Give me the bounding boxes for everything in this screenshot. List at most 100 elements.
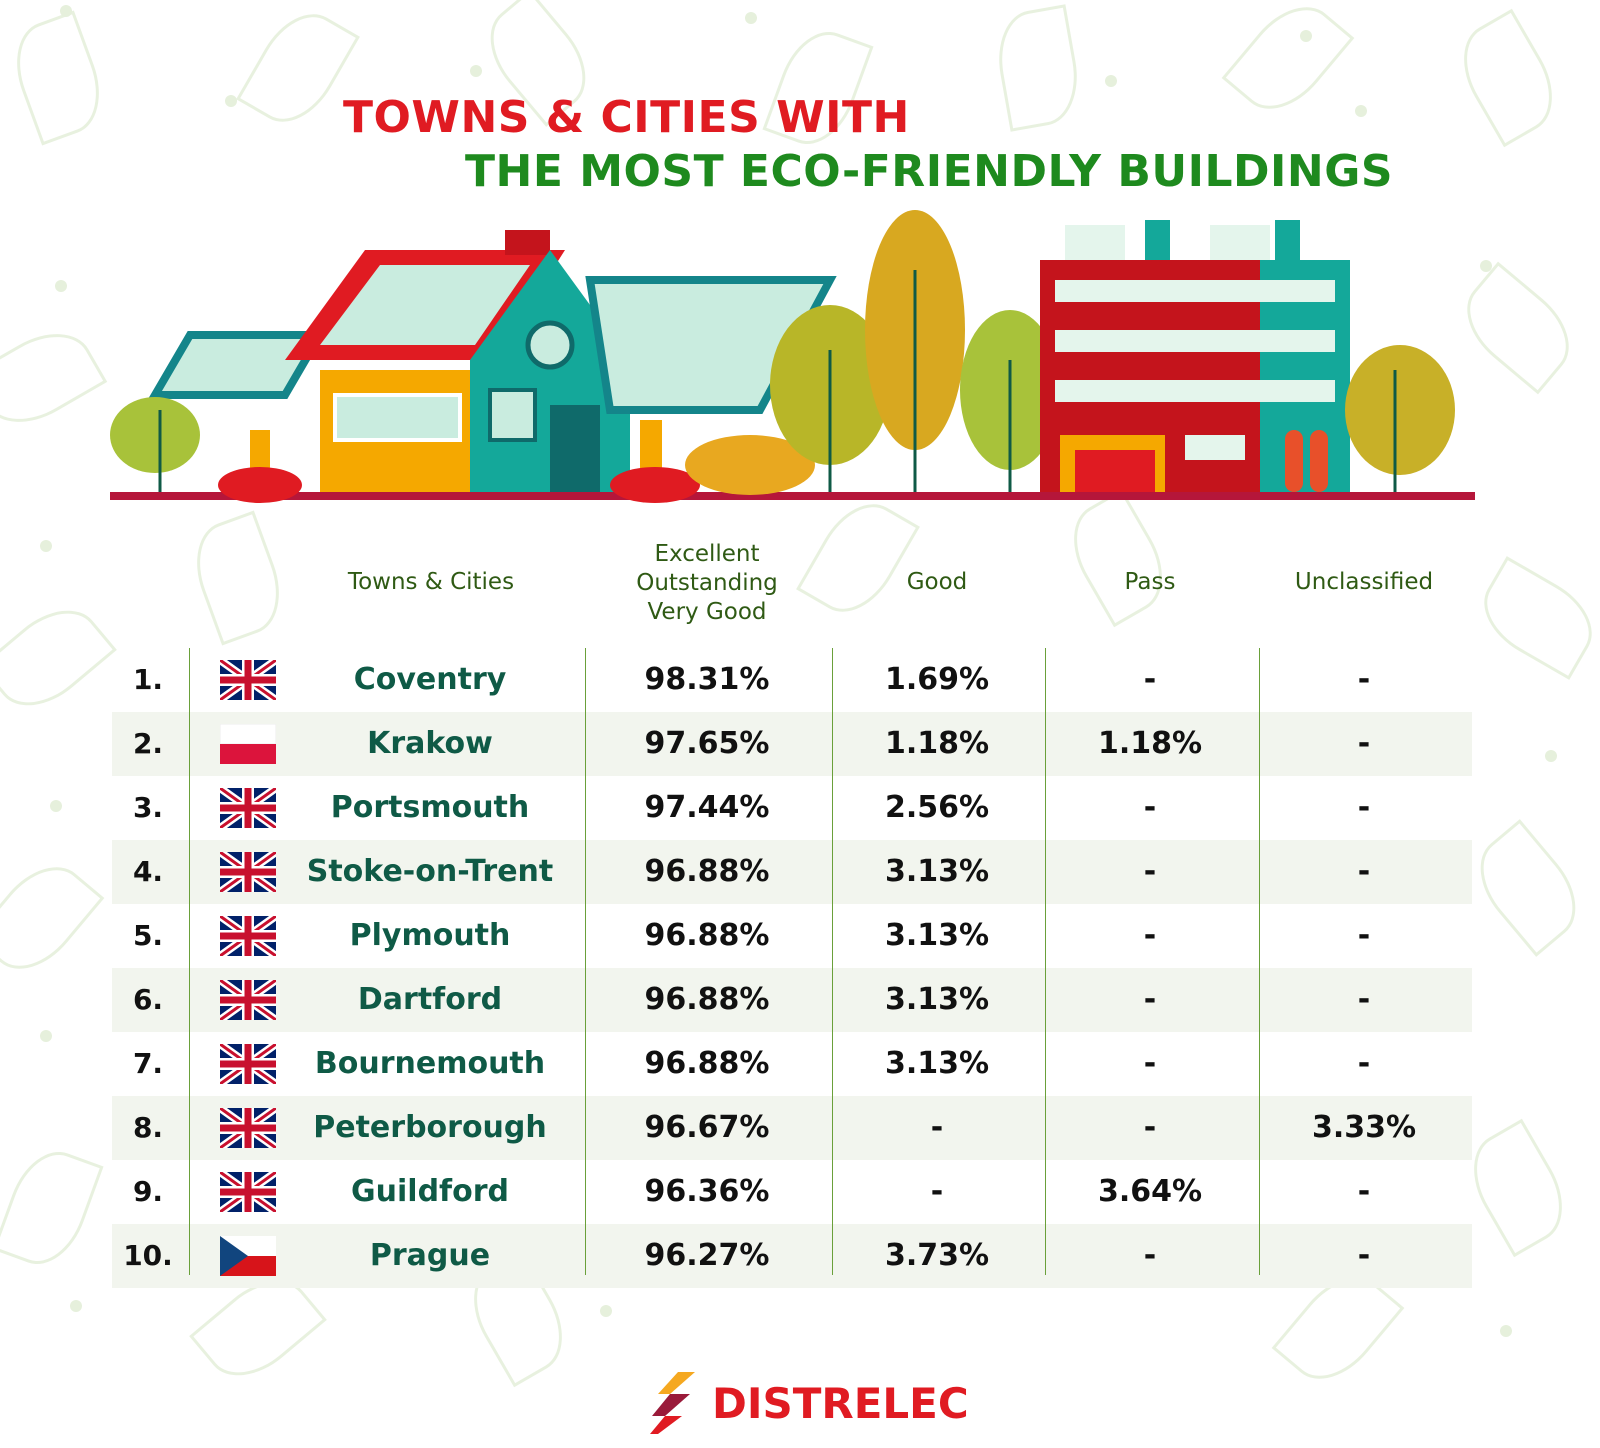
table-row: 5. Plymouth 96.88% 3.13% - -: [112, 904, 1472, 968]
cell-pass: -: [1143, 918, 1157, 953]
cell-unclassified: -: [1357, 1174, 1371, 1209]
cell-pass: -: [1143, 662, 1157, 697]
header-excellent: Excellent Outstanding Very Good: [636, 540, 778, 627]
distrelec-logo: DISTRELEC: [650, 1372, 969, 1434]
cell-city: Portsmouth: [330, 790, 530, 825]
cell-city: Bournemouth: [314, 1046, 546, 1081]
cell-good: 1.18%: [884, 726, 990, 761]
title-line-2: THE MOST ECO-FRIENDLY BUILDINGS: [465, 146, 1394, 197]
cell-city: Dartford: [357, 982, 503, 1017]
rankings-table: 1. Coventry 98.31% 1.69% - - 2. Krakow 97.65% 1.1…: [112, 648, 1472, 1288]
dot-decoration: [60, 5, 72, 17]
cell-good: 3.13%: [884, 982, 990, 1017]
leaf-decoration: [0, 1140, 104, 1276]
leaf-decoration: [1446, 8, 1570, 148]
cell-city: Prague: [369, 1238, 491, 1273]
cell-city: Stoke-on-Trent: [306, 854, 554, 889]
header-unclassified: Unclassified: [1294, 569, 1434, 595]
cell-unclassified: -: [1357, 854, 1371, 889]
cell-unclassified: -: [1357, 790, 1371, 825]
header-good: Good: [906, 569, 968, 595]
dot-decoration: [1545, 750, 1557, 762]
cell-unclassified: -: [1357, 982, 1371, 1017]
flag-uk-icon: [217, 1168, 279, 1216]
dot-decoration: [70, 1300, 82, 1312]
cell-city: Krakow: [367, 726, 493, 761]
leaf-decoration: [1468, 556, 1600, 680]
flag-uk-icon: [217, 1104, 279, 1152]
header-towns-cities: Towns & Cities: [347, 569, 515, 595]
column-divider: [832, 648, 833, 1275]
flag-uk-icon: [217, 656, 279, 704]
cell-rank: 2.: [132, 727, 164, 760]
cell-pass: -: [1143, 1238, 1157, 1273]
cell-city: Coventry: [353, 662, 507, 697]
cell-rank: 3.: [132, 791, 164, 824]
title-line-1: TOWNS & CITIES WITH: [343, 92, 910, 143]
dot-decoration: [470, 65, 482, 77]
cell-pass: 1.18%: [1097, 726, 1203, 761]
cell-excellent: 97.44%: [644, 790, 770, 825]
cell-good: 1.69%: [884, 662, 990, 697]
dot-decoration: [1105, 75, 1117, 87]
dot-decoration: [600, 1305, 612, 1317]
dot-decoration: [1300, 30, 1312, 42]
eco-buildings-illustration: [110, 210, 1475, 503]
cell-excellent: 96.88%: [644, 982, 770, 1017]
cell-excellent: 96.88%: [644, 854, 770, 889]
cell-good: 3.73%: [884, 1238, 990, 1273]
table-row: 8. Peterborough 96.67% - - 3.33%: [112, 1096, 1472, 1160]
cell-unclassified: -: [1357, 1046, 1371, 1081]
dot-decoration: [40, 540, 52, 552]
cell-pass: -: [1143, 1046, 1157, 1081]
cell-rank: 5.: [132, 919, 164, 952]
dot-decoration: [1500, 1325, 1512, 1337]
leaf-decoration: [236, 0, 360, 138]
leaf-decoration: [1461, 819, 1595, 957]
table-row: 2. Krakow 97.65% 1.18% 1.18% -: [112, 712, 1472, 776]
flag-uk-icon: [217, 1040, 279, 1088]
cell-good: 2.56%: [884, 790, 990, 825]
cell-pass: -: [1143, 1110, 1157, 1145]
cell-city: Plymouth: [349, 918, 511, 953]
dot-decoration: [1355, 105, 1367, 117]
column-divider: [1045, 648, 1046, 1275]
cell-excellent: 96.36%: [644, 1174, 770, 1209]
leaf-decoration: [182, 510, 294, 646]
cell-good: 3.13%: [884, 854, 990, 889]
header-outstanding-line: Outstanding: [636, 570, 778, 596]
cell-good: -: [930, 1110, 944, 1145]
dot-decoration: [55, 280, 67, 292]
cell-good: 3.13%: [884, 918, 990, 953]
table-row: 1. Coventry 98.31% 1.69% - -: [112, 648, 1472, 712]
header-very-good-line: Very Good: [647, 599, 767, 625]
cell-rank: 7.: [132, 1047, 164, 1080]
leaf-decoration: [1221, 0, 1355, 127]
cell-excellent: 96.88%: [644, 1046, 770, 1081]
cell-unclassified: -: [1357, 662, 1371, 697]
cell-pass: 3.64%: [1097, 1174, 1203, 1209]
cell-unclassified: -: [1357, 726, 1371, 761]
dot-decoration: [1480, 260, 1492, 272]
cell-pass: -: [1143, 790, 1157, 825]
header-pass: Pass: [1124, 569, 1176, 595]
header-excellent-line: Excellent: [654, 541, 760, 567]
dot-decoration: [40, 1030, 52, 1042]
leaf-decoration: [2, 10, 114, 146]
flag-czech-icon: [220, 1236, 276, 1276]
table-row: 7. Bournemouth 96.88% 3.13% - -: [112, 1032, 1472, 1096]
dot-decoration: [745, 12, 757, 24]
cell-excellent: 97.65%: [644, 726, 770, 761]
cell-good: 3.13%: [884, 1046, 990, 1081]
table-row: 4. Stoke-on-Trent 96.88% 3.13% - -: [112, 840, 1472, 904]
flag-uk-icon: [217, 912, 279, 960]
flag-uk-icon: [217, 784, 279, 832]
logo-text: DISTRELEC: [712, 1378, 969, 1428]
cell-rank: 8.: [132, 1111, 164, 1144]
cell-city: Guildford: [351, 1174, 509, 1209]
leaf-decoration: [0, 316, 108, 440]
cell-excellent: 96.27%: [644, 1238, 770, 1273]
cell-unclassified: -: [1357, 918, 1371, 953]
table-row: 6. Dartford 96.88% 3.13% - -: [112, 968, 1472, 1032]
table-row: 9. Guildford 96.36% - 3.64% -: [112, 1160, 1472, 1224]
